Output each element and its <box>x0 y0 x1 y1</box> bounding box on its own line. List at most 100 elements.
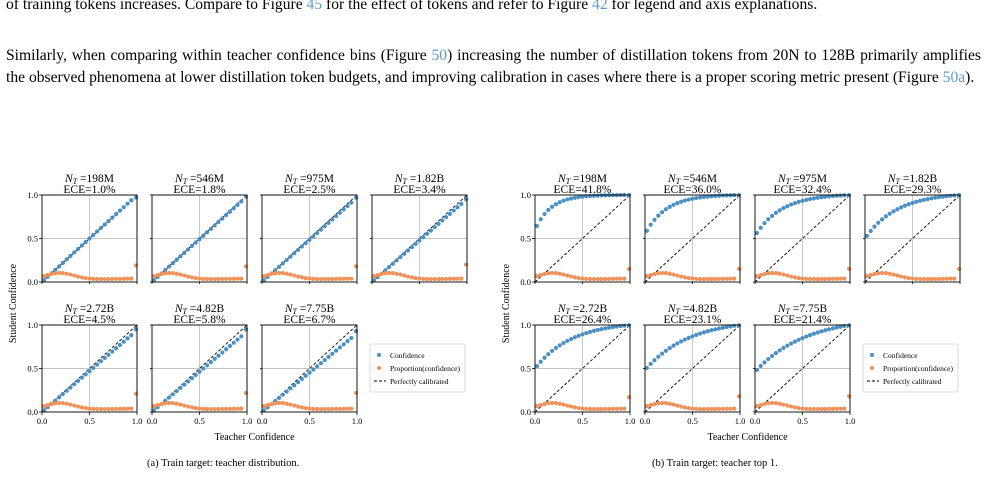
proportion-point <box>838 276 843 281</box>
model-size: =7.75B <box>790 303 827 315</box>
confidence-point <box>182 382 187 387</box>
proportion-point <box>777 401 782 406</box>
confidence-point <box>227 209 232 214</box>
n-subscript: T <box>73 307 78 316</box>
proportion-point <box>189 405 194 410</box>
confidence-point <box>178 385 183 390</box>
confidence-point <box>660 210 665 215</box>
confidence-point <box>432 225 437 230</box>
n-symbol: N <box>557 303 567 315</box>
figure-link[interactable]: 50 <box>431 47 448 64</box>
proportion-point <box>432 276 437 282</box>
confidence-point <box>796 337 801 342</box>
proportion-point <box>76 404 81 409</box>
proportion-point <box>311 276 316 281</box>
confidence-point <box>546 352 551 357</box>
ece-label: ECE=36.0% <box>664 184 722 196</box>
confidence-point <box>326 220 331 226</box>
proportion-point <box>110 276 115 282</box>
confidence-point <box>353 195 359 200</box>
perfect-calibration-line <box>644 324 741 413</box>
proportion-point <box>553 401 559 406</box>
proportion-point <box>667 271 672 276</box>
proportion-point <box>296 404 301 409</box>
proportion-point <box>694 406 699 411</box>
proportion-point <box>83 405 88 411</box>
confidence-point <box>766 217 771 222</box>
confidence-point <box>170 392 175 397</box>
proportion-point <box>538 272 543 278</box>
confidence-point <box>459 201 464 207</box>
proportion-point <box>451 276 456 281</box>
confidence-point <box>910 200 915 206</box>
proportion-point <box>773 401 779 406</box>
proportion-point <box>125 276 130 281</box>
confidence-point <box>553 202 559 207</box>
proportion-point <box>671 272 676 277</box>
confidence-point <box>394 258 399 263</box>
proportion-point <box>315 276 320 282</box>
confidence-point <box>174 388 179 394</box>
confidence-point <box>675 201 680 206</box>
proportion-point <box>371 274 376 279</box>
proportion-point <box>561 402 566 407</box>
proportion-point <box>45 272 50 278</box>
proportion-point <box>163 271 168 276</box>
proportion-point <box>709 276 714 282</box>
proportion-point <box>288 272 293 277</box>
figure-link[interactable]: 45 <box>306 0 323 13</box>
proportion-point <box>569 274 574 279</box>
confidence-point <box>79 375 84 380</box>
proportion-point <box>686 275 691 281</box>
proportion-point <box>561 272 566 277</box>
proportion-point <box>45 402 50 408</box>
proportion-point <box>197 406 202 411</box>
proportion-point <box>701 276 707 282</box>
x-tick-label: 0.5 <box>194 416 205 426</box>
confidence-point <box>804 197 809 202</box>
proportion-point <box>580 406 585 411</box>
proportion-point <box>796 405 801 411</box>
confidence-point <box>777 348 782 353</box>
figure-link[interactable]: 42 <box>592 0 608 13</box>
confidence-point <box>819 195 824 200</box>
proportion-point <box>713 276 718 282</box>
confidence-point <box>872 224 877 229</box>
proportion-point <box>610 406 616 411</box>
confidence-point <box>785 204 790 209</box>
proportion-point <box>239 406 244 411</box>
confidence-point <box>808 332 813 338</box>
confidence-point <box>330 351 335 356</box>
confidence-point <box>322 357 327 363</box>
paragraph-text: for legend and axis explanations. <box>607 0 818 13</box>
proportion-point <box>781 402 786 407</box>
confidence-point <box>701 194 707 200</box>
proportion-point <box>265 272 270 278</box>
confidence-point <box>762 221 767 226</box>
confidence-point <box>447 211 452 216</box>
confidence-point <box>224 213 229 218</box>
proportion-point <box>459 276 464 281</box>
proportion-point <box>565 273 570 278</box>
proportion-point <box>182 273 187 278</box>
ece-label: ECE=3.4% <box>393 184 446 196</box>
proportion-point <box>868 272 873 278</box>
subplot-title: NT =1.82B <box>887 173 938 186</box>
proportion-point <box>785 403 790 408</box>
proportion-point <box>280 271 285 276</box>
perfect-calibration-line <box>754 324 851 413</box>
proportion-point <box>239 276 244 281</box>
proportion-point <box>41 404 47 409</box>
figure-link[interactable]: 50a <box>942 69 966 86</box>
y-tick-label: 1.0 <box>27 190 38 200</box>
model-size: =546M <box>680 173 717 185</box>
model-size: =198M <box>570 173 607 185</box>
confidence-point <box>87 369 92 374</box>
proportion-point <box>129 276 134 281</box>
n-subscript: T <box>183 307 188 316</box>
x-tick-label: 0.0 <box>147 416 158 426</box>
confidence-point <box>663 348 669 353</box>
proportion-point <box>899 274 904 279</box>
